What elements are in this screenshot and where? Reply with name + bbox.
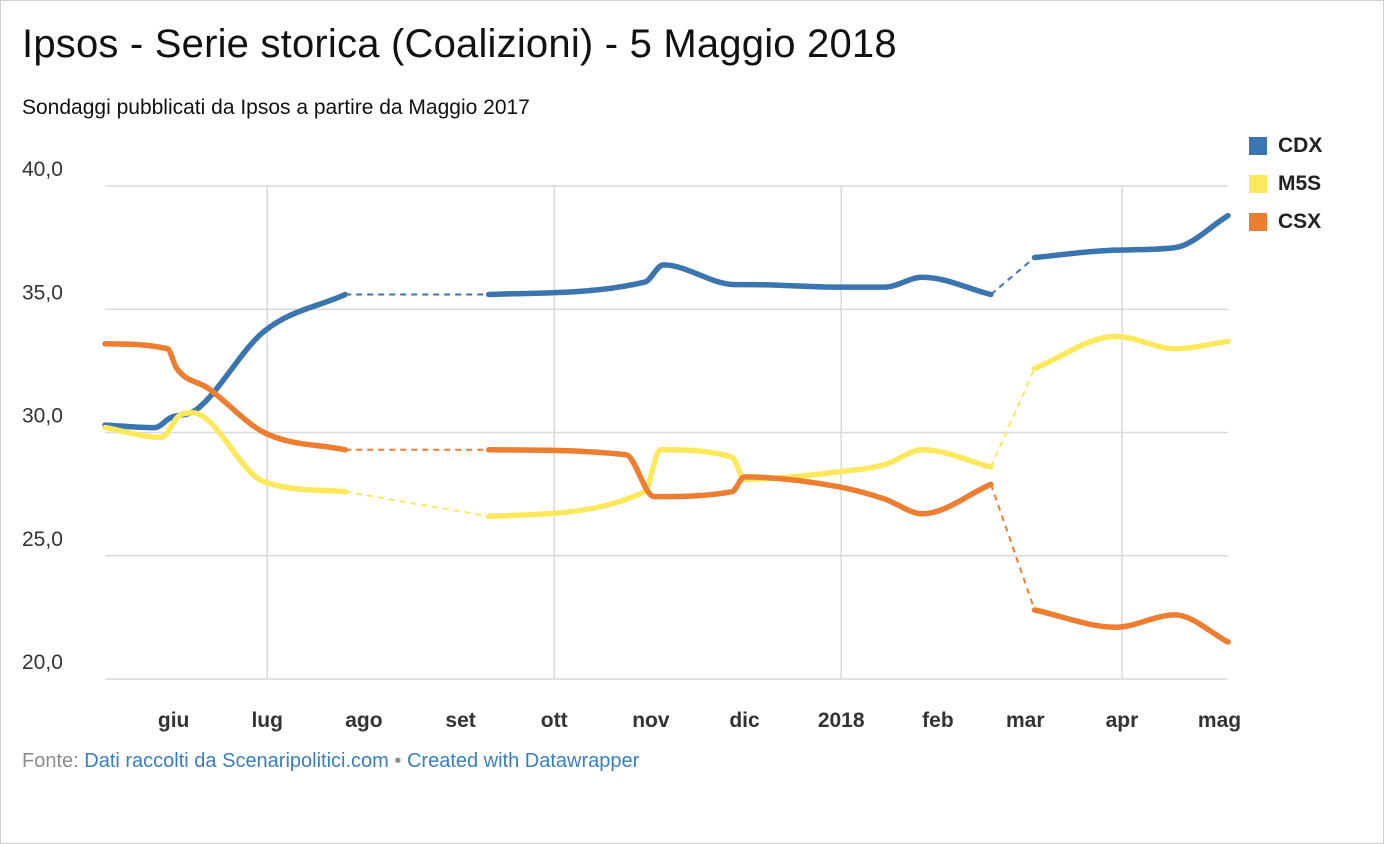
- source-link[interactable]: Dati raccolti da Scenaripolitici.com: [84, 750, 389, 772]
- x-tick-label: dic: [729, 709, 760, 732]
- x-tick-label: lug: [251, 709, 283, 732]
- series-line: [1031, 333, 1231, 372]
- footer-prefix: Fonte:: [22, 750, 79, 772]
- legend-item-cdx: CDX: [1249, 127, 1322, 165]
- chart-title: Ipsos - Serie storica (Coalizioni) - 5 M…: [22, 22, 897, 66]
- y-tick-label: 35,0: [22, 281, 63, 304]
- x-tick-label: ago: [345, 709, 382, 732]
- y-tick-label: 25,0: [22, 528, 63, 551]
- x-tick-label: set: [445, 709, 475, 732]
- y-tick-label: 40,0: [22, 158, 63, 181]
- footer: Fonte: Dati raccolti da Scenaripolitici.…: [22, 750, 639, 773]
- x-tick-label: apr: [1106, 709, 1139, 732]
- series-csx: [102, 341, 1231, 645]
- series-cdx: [102, 212, 1231, 431]
- legend-item-m5s: M5S: [1249, 165, 1322, 203]
- x-tick-label: 2018: [818, 709, 865, 732]
- legend-swatch-csx: [1249, 213, 1267, 231]
- series-line: [1031, 607, 1231, 645]
- series-line: [485, 262, 994, 298]
- datawrapper-link[interactable]: Created with Datawrapper: [406, 750, 640, 772]
- legend: CDX M5S CSX: [1249, 127, 1322, 241]
- y-tick-label: 20,0: [22, 651, 63, 674]
- series-gap-connector: [990, 368, 1036, 468]
- x-tick-label: nov: [632, 709, 670, 732]
- series-line: [102, 341, 348, 453]
- x-tick-label: mar: [1006, 709, 1045, 732]
- series-line: [485, 447, 994, 517]
- series-m5s: [102, 333, 1231, 520]
- series-line: [1031, 212, 1231, 261]
- x-tick-label: mag: [1198, 709, 1241, 732]
- x-tick-label: feb: [922, 709, 954, 732]
- legend-label-cdx: CDX: [1278, 134, 1323, 157]
- gridlines: [105, 185, 1228, 680]
- series-gap-connector: [989, 483, 1036, 611]
- series-line: [102, 410, 348, 495]
- legend-label-csx: CSX: [1278, 210, 1322, 233]
- y-tick-label: 30,0: [22, 405, 63, 428]
- legend-swatch-cdx: [1249, 137, 1267, 155]
- footer-separator: •: [394, 750, 402, 772]
- legend-swatch-m5s: [1249, 175, 1267, 193]
- x-tick-label: ott: [541, 709, 568, 732]
- series-line: [102, 291, 348, 431]
- x-tick-label: giu: [158, 709, 190, 732]
- legend-item-csx: CSX: [1249, 203, 1322, 241]
- legend-label-m5s: M5S: [1278, 172, 1322, 195]
- chart-subtitle: Sondaggi pubblicati da Ipsos a partire d…: [22, 96, 530, 119]
- series-gap-connector: [990, 256, 1036, 296]
- series-gap-connector: [345, 490, 489, 518]
